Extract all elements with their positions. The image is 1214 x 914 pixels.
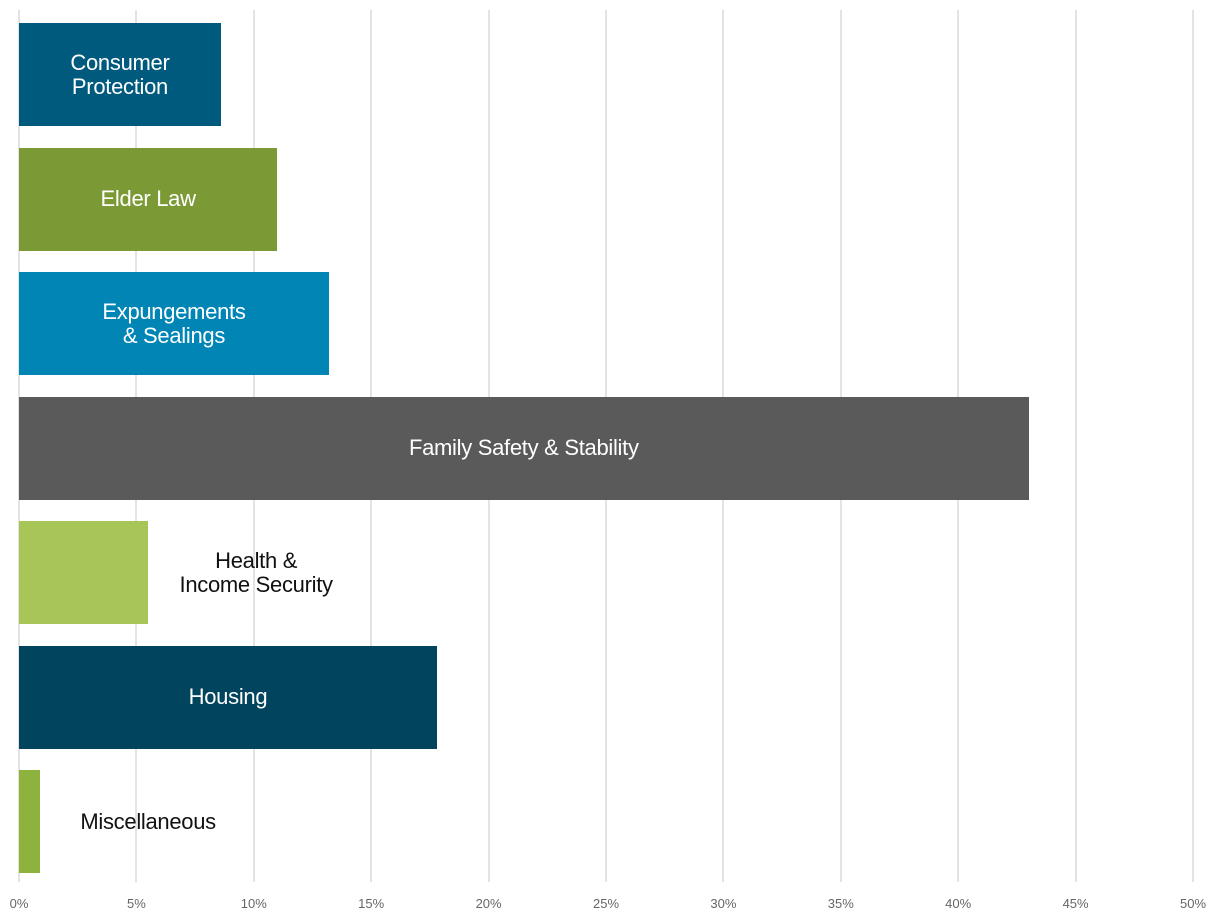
grid-line	[1192, 10, 1194, 882]
x-tick-label: 30%	[710, 896, 737, 911]
bar	[19, 521, 149, 624]
category-label: Expungements & Sealings	[102, 298, 246, 348]
x-tick-label: 40%	[945, 896, 972, 911]
x-tick-label: 15%	[358, 896, 385, 911]
grid-line	[1074, 10, 1077, 882]
bar	[19, 23, 221, 126]
x-tick-label: 20%	[475, 896, 502, 911]
category-label: Elder Law	[100, 186, 196, 211]
x-tick-label: 5%	[126, 896, 146, 911]
x-tick-label: 50%	[1179, 896, 1207, 911]
x-tick-label: 25%	[592, 896, 620, 911]
bar	[19, 770, 41, 873]
x-tick-label: 0%	[9, 896, 29, 911]
x-tick-label: 45%	[1062, 896, 1089, 911]
x-tick-label: 35%	[827, 896, 854, 911]
category-label: Housing	[188, 684, 268, 709]
category-label: Consumer Protection	[70, 49, 170, 99]
bar	[19, 272, 329, 375]
category-label: Miscellaneous	[80, 808, 216, 834]
bar	[19, 645, 437, 749]
x-tick-label: 10%	[240, 896, 267, 911]
category-label: Family Safety & Stability	[408, 435, 639, 460]
bar	[19, 147, 278, 251]
bar	[19, 396, 1029, 500]
category-label: Health & Income Security	[179, 547, 334, 597]
